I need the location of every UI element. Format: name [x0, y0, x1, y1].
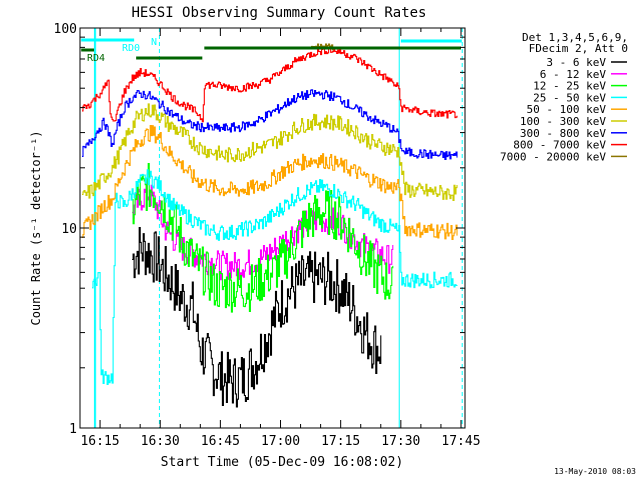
legend-label-1: 3 - 6 keV	[546, 56, 606, 69]
series-line-7	[82, 89, 458, 160]
annotation-n: N	[151, 37, 157, 48]
y-tick-label-1: 10	[61, 222, 77, 237]
timestamp: 13-May-2010 08:03	[554, 467, 636, 476]
series-line-6	[82, 103, 458, 201]
legend-label-3: 12 - 25 keV	[533, 80, 606, 93]
axes-layer: 16:15 16:30 16:45 17:00 17:15 17:30 17:45 1 10 10…	[54, 22, 481, 449]
x-tick-label-1: 16:30	[141, 434, 180, 449]
legend-label-7: 300 - 800 keV	[520, 127, 606, 140]
legend-label-4: 25 - 50 keV	[533, 91, 606, 104]
y-axis-label: Count Rate (s⁻¹ detector⁻¹)	[29, 130, 43, 325]
x-tick-label-4: 17:15	[321, 434, 360, 449]
series-line-1	[132, 227, 382, 408]
legend-label-9: 7000 - 20000 keV	[500, 150, 606, 163]
series-layer	[82, 43, 458, 408]
x-tick-label-6: 17:45	[441, 434, 480, 449]
y-tick-label-2: 100	[54, 22, 77, 37]
state-bar-layer	[81, 38, 462, 60]
x-tick-label-5: 17:30	[381, 434, 420, 449]
annotation-rd4: RD4	[87, 53, 105, 64]
legend-label-2: 6 - 12 keV	[540, 68, 607, 81]
annotation-rd0: RD0	[122, 43, 140, 54]
legend-label-6: 100 - 300 keV	[520, 115, 606, 128]
series-line-5	[82, 124, 458, 240]
legend-label-8: 800 - 7000 keV	[513, 139, 606, 152]
x-axis-label: Start Time (05-Dec-09 16:08:02)	[161, 455, 404, 470]
legend-label-5: 50 - 100 keV	[527, 103, 607, 116]
legend-header-line-2: FDecim 2, Att 0	[529, 42, 628, 55]
series-line-8	[82, 46, 458, 123]
legend-header-line-1: Det 1,3,4,5,6,9,	[522, 31, 628, 44]
y-tick-label-0: 1	[69, 422, 77, 437]
series-line-4	[92, 169, 458, 386]
x-tick-label-2: 16:45	[201, 434, 240, 449]
x-tick-label-0: 16:15	[80, 434, 119, 449]
chart-title: HESSI Observing Summary Count Rates	[131, 5, 426, 21]
x-tick-label-3: 17:00	[261, 434, 300, 449]
